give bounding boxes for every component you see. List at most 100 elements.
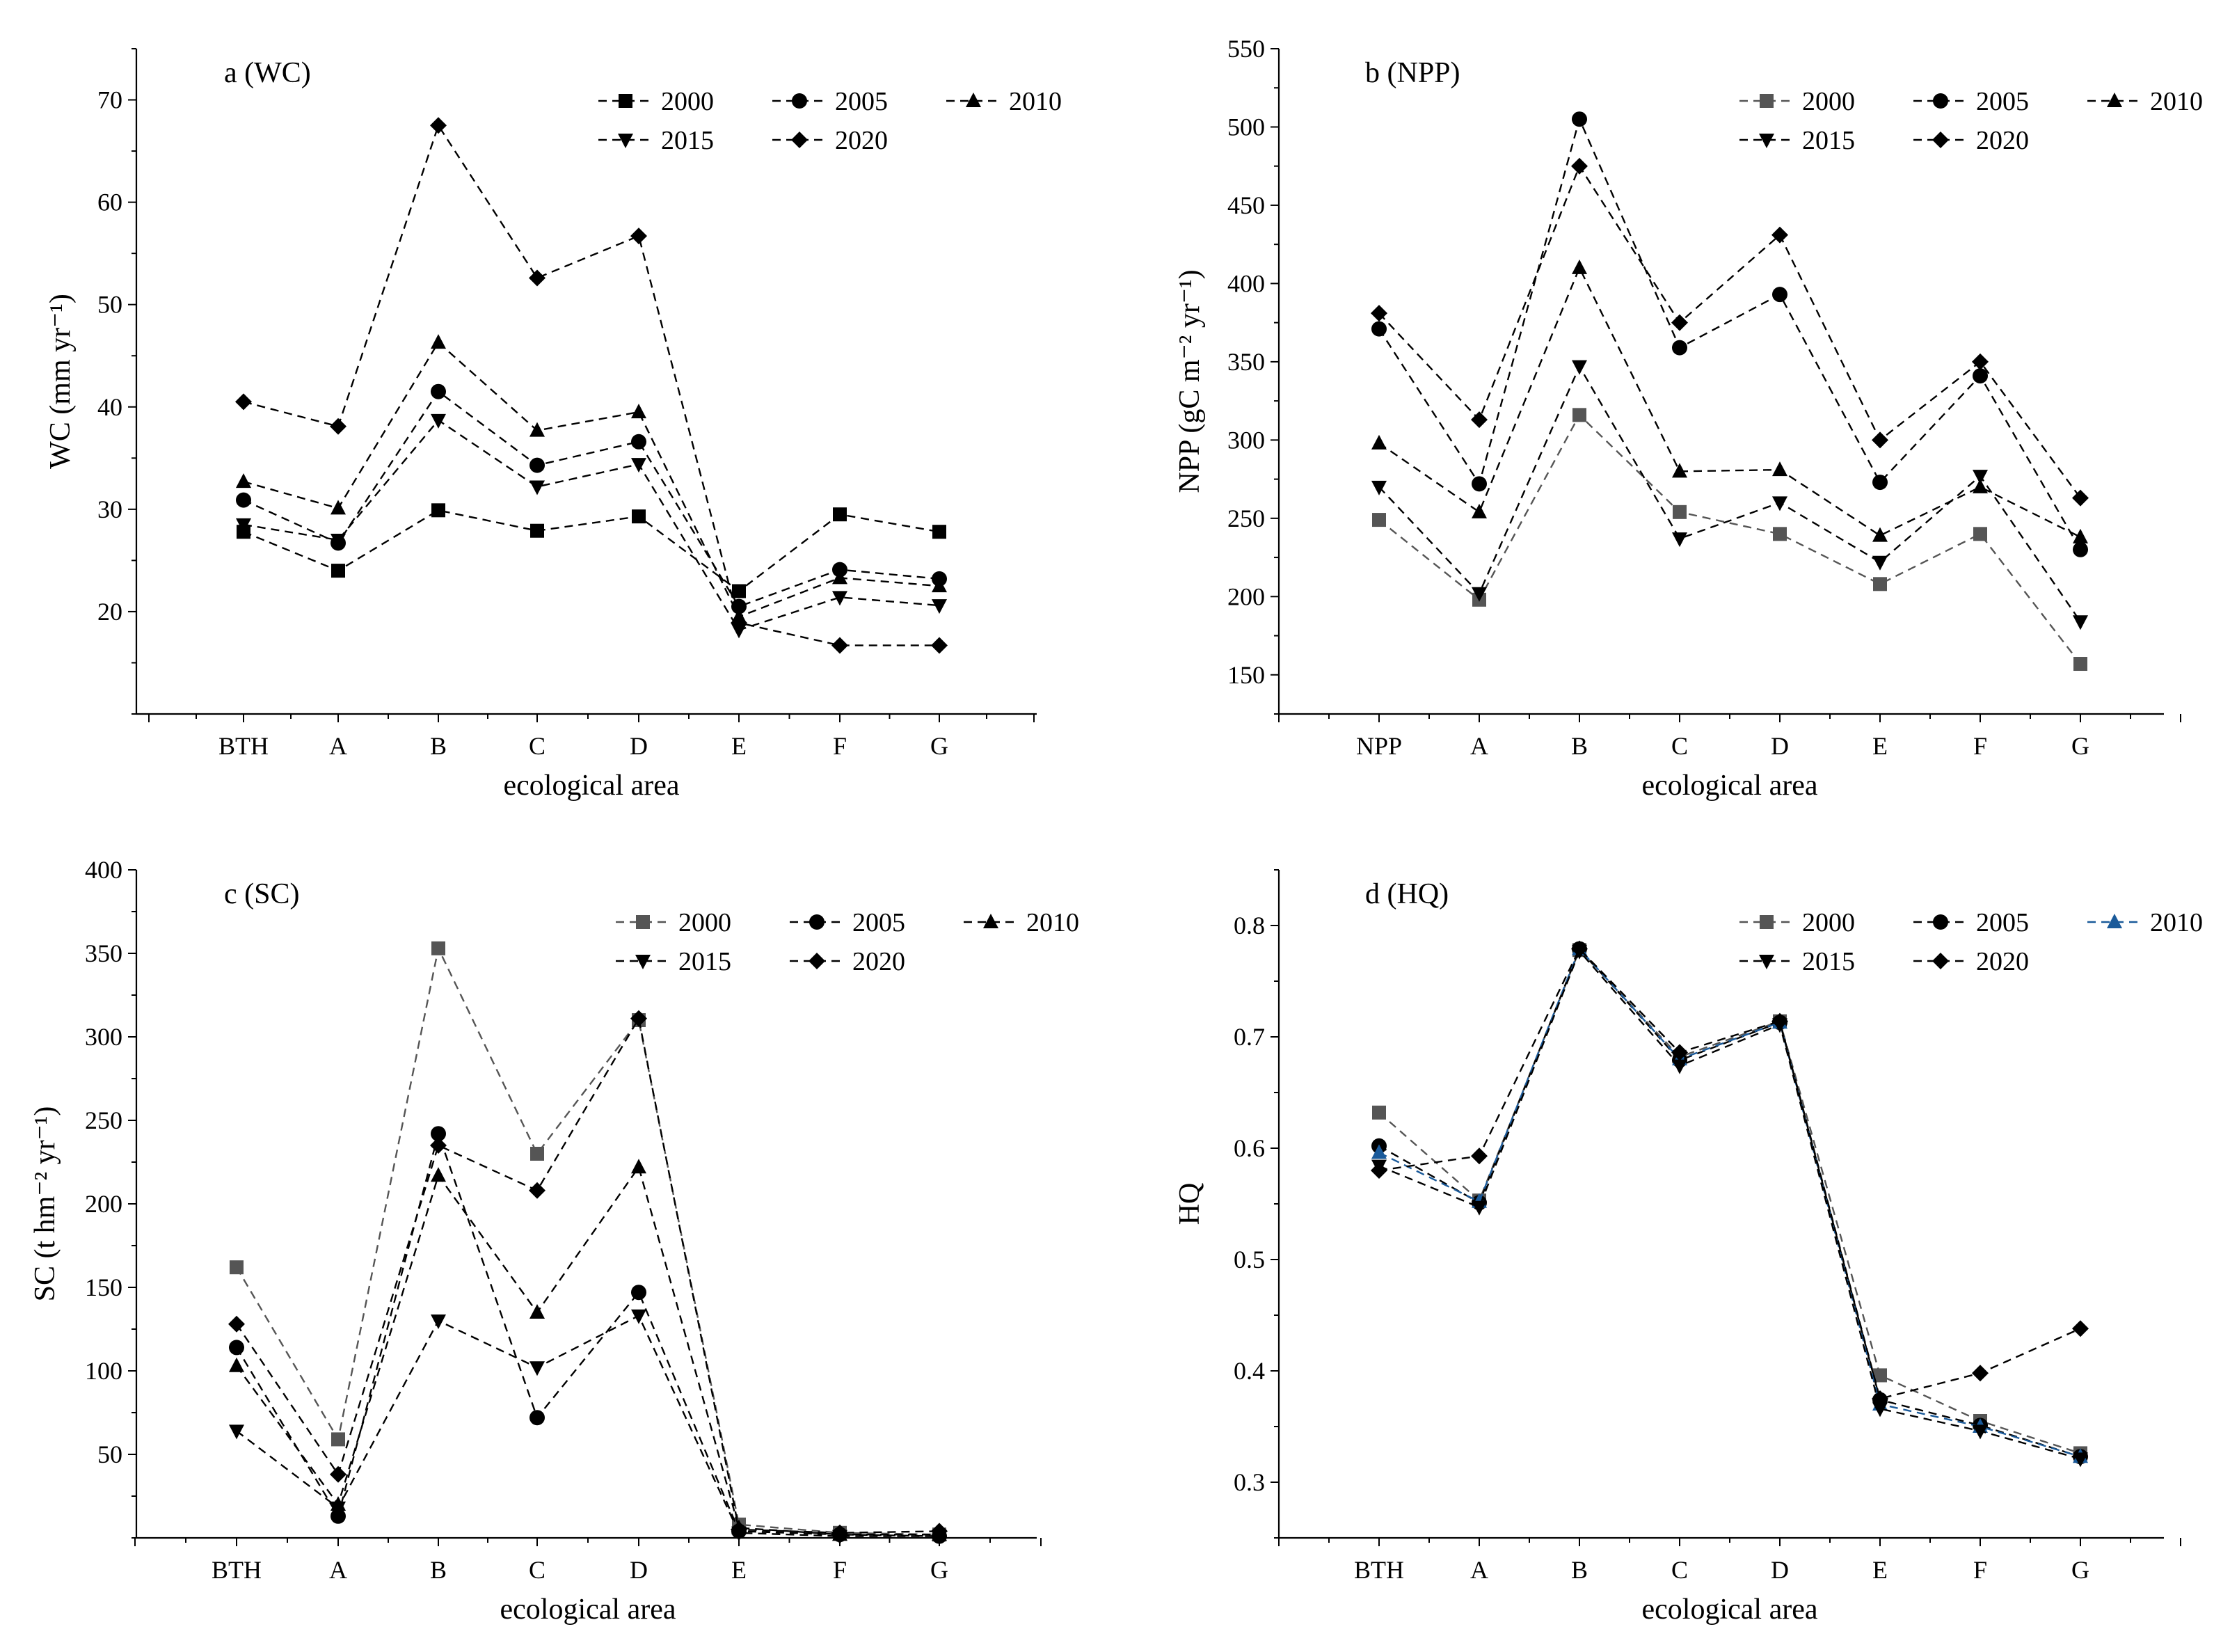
data-point-2020 xyxy=(1671,314,1688,331)
data-point-2020 xyxy=(831,637,848,654)
data-point-2000 xyxy=(230,1260,244,1275)
data-point-2010 xyxy=(1672,463,1687,478)
data-point-2005 xyxy=(1772,287,1787,303)
data-point-2020 xyxy=(931,1523,948,1540)
x-tick-label: F xyxy=(1973,732,1987,760)
data-point-2010 xyxy=(1872,527,1888,542)
data-point-2020 xyxy=(1471,411,1488,429)
series-2000 xyxy=(237,503,946,598)
panel-b: 150 200 250 300 350 400 450 500 550 NPP A B C D E F Geco… xyxy=(1174,35,2203,802)
y-tick-label: 300 xyxy=(85,1023,122,1051)
data-point-2010 xyxy=(431,1167,446,1182)
legend-label-2010: 2010 xyxy=(1009,87,1062,116)
x-tick-label: C xyxy=(1671,732,1688,760)
series-2020 xyxy=(228,1010,948,1541)
data-point-2020 xyxy=(1371,1162,1387,1179)
y-tick-label: 350 xyxy=(85,939,122,967)
data-point-2015 xyxy=(431,1315,446,1329)
legend-marker-2005 xyxy=(1933,93,1948,109)
data-point-2000 xyxy=(1773,527,1787,541)
legend-marker-2015 xyxy=(635,955,651,969)
data-point-2005 xyxy=(229,1340,244,1356)
series-2010 xyxy=(1371,259,2088,543)
data-point-2015 xyxy=(1872,555,1888,571)
legend-marker-2000 xyxy=(1760,94,1774,108)
panel-title: b (NPP) xyxy=(1365,57,1460,89)
data-point-2020 xyxy=(1872,431,1888,449)
data-point-2020 xyxy=(2072,489,2089,507)
legend-label-2020: 2020 xyxy=(835,126,888,155)
data-point-2005 xyxy=(1472,476,1487,492)
x-tick-label: E xyxy=(1872,1556,1888,1584)
data-point-2015 xyxy=(330,1501,346,1516)
x-tick-label: G xyxy=(2071,1556,2089,1584)
series-2015 xyxy=(1371,944,2088,1468)
y-tick-label: 60 xyxy=(97,189,122,216)
data-point-2020 xyxy=(1571,940,1588,958)
x-tick-label: NPP xyxy=(1356,732,1402,760)
series-2005 xyxy=(1371,111,2088,557)
y-axis-title: SC (t hm⁻² yr⁻¹) xyxy=(29,1106,61,1302)
series-line-2010 xyxy=(1378,947,2081,1458)
data-point-2010 xyxy=(932,578,947,593)
series-2020 xyxy=(235,117,948,654)
data-point-2000 xyxy=(431,941,445,955)
y-tick-label: 350 xyxy=(1227,348,1265,376)
legend-label-2015: 2015 xyxy=(1802,126,1855,155)
data-point-2000 xyxy=(1572,408,1586,422)
data-point-2005 xyxy=(236,492,251,508)
data-point-2015 xyxy=(529,480,545,495)
legend-marker-2010 xyxy=(2107,93,2122,107)
data-point-2005 xyxy=(1572,111,1587,127)
x-axis-title: ecological area xyxy=(500,1594,676,1626)
x-tick-label: C xyxy=(1671,1556,1688,1584)
y-tick-label: 0.5 xyxy=(1234,1246,1265,1273)
y-tick-label: 400 xyxy=(85,856,122,884)
panel-c: 50 100 150 200 250 300 350 400 BTH A B C D E F Gecologi… xyxy=(29,856,1079,1626)
series-2005 xyxy=(236,383,947,614)
data-point-2000 xyxy=(530,523,544,538)
y-tick-label: 200 xyxy=(1227,582,1265,610)
data-point-2000 xyxy=(1372,1105,1386,1120)
y-axis-title: HQ xyxy=(1174,1183,1206,1225)
x-tick-label: E xyxy=(731,1556,747,1584)
data-point-2010 xyxy=(330,500,346,515)
x-tick-label: F xyxy=(1973,1556,1987,1584)
data-point-2015 xyxy=(1973,470,1988,485)
data-point-2005 xyxy=(1973,368,1988,384)
data-point-2015 xyxy=(1572,360,1587,375)
x-tick-label: A xyxy=(329,732,347,760)
legend-marker-2000 xyxy=(619,94,632,108)
series-2015 xyxy=(1371,360,2088,630)
legend-marker-2005 xyxy=(792,93,807,109)
x-tick-label: E xyxy=(731,732,747,760)
series-2000 xyxy=(1372,408,2087,672)
panel-title: c (SC) xyxy=(224,878,300,910)
data-point-2015 xyxy=(1472,1200,1487,1216)
panel-title: d (HQ) xyxy=(1365,878,1449,910)
data-point-2000 xyxy=(632,509,646,524)
data-point-2005 xyxy=(431,1126,446,1142)
data-point-2020 xyxy=(1471,1147,1488,1165)
legend-marker-2005 xyxy=(809,914,825,930)
data-point-2015 xyxy=(229,1424,244,1440)
series-2000 xyxy=(230,941,946,1542)
data-point-2015 xyxy=(1872,1402,1888,1417)
series-line-2005 xyxy=(243,390,940,608)
series-line-2020 xyxy=(1378,164,2081,499)
x-tick-label: G xyxy=(2071,732,2089,760)
data-point-2010 xyxy=(1371,434,1387,450)
legend-label-2010: 2010 xyxy=(2150,908,2203,937)
series-line-2015 xyxy=(1378,364,2081,622)
y-tick-label: 0.3 xyxy=(1234,1468,1265,1496)
data-point-2020 xyxy=(330,418,347,435)
legend-marker-2020 xyxy=(1932,953,1949,969)
series-line-2005 xyxy=(1378,116,2082,550)
data-point-2000 xyxy=(732,584,746,598)
data-point-2015 xyxy=(1672,532,1687,548)
data-point-2005 xyxy=(2073,541,2088,557)
legend-marker-2010 xyxy=(2107,914,2122,928)
data-point-2005 xyxy=(431,383,446,399)
data-point-2005 xyxy=(529,457,545,473)
legend-label-2000: 2000 xyxy=(678,908,731,937)
